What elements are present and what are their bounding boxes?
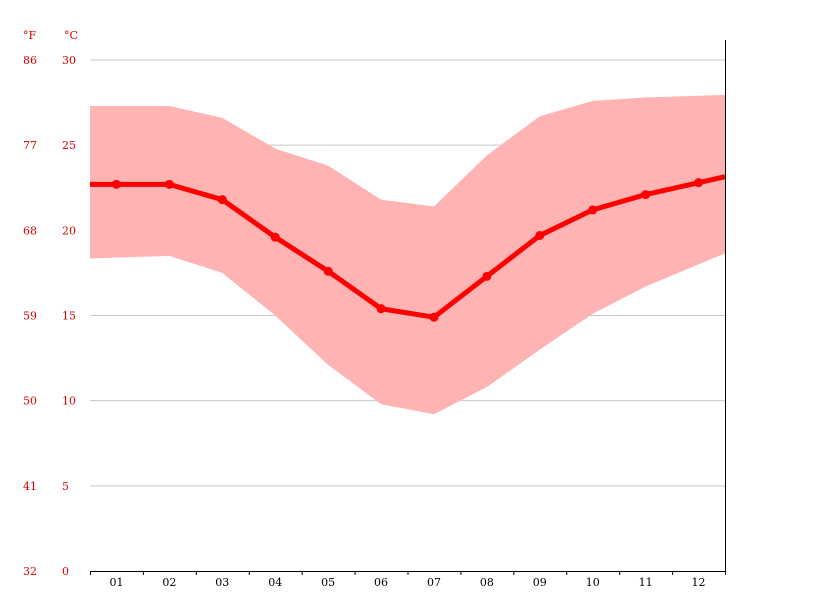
y-tick-label-c: 20 (62, 224, 76, 237)
fahrenheit-unit-label: °F (23, 29, 37, 42)
x-tick-label: 12 (692, 576, 706, 589)
mean-temperature-line (90, 174, 726, 320)
x-tick-label: 01 (109, 576, 123, 589)
y-tick-label-c: 30 (62, 54, 76, 67)
x-tick-labels: 01 02 03 04 05 06 07 08 09 10 11 12 (109, 576, 705, 589)
y-tick-label-f: 50 (23, 395, 37, 408)
y-tick-label-f: 68 (23, 224, 37, 237)
x-tick-label: 10 (586, 576, 600, 589)
mean-temperature-points (111, 178, 704, 322)
y-tick-label-c: 15 (62, 310, 76, 323)
x-ticks (90, 571, 726, 575)
mean-point (482, 271, 492, 281)
y-tick-label-f: 41 (23, 480, 37, 493)
x-tick-label: 08 (480, 576, 494, 589)
mean-point (217, 195, 227, 205)
x-tick-label: 09 (533, 576, 547, 589)
mean-point (694, 178, 704, 188)
mean-point (164, 179, 174, 189)
y-tick-label-f: 86 (23, 54, 37, 67)
mean-point (323, 266, 333, 276)
mean-point (588, 205, 598, 215)
mean-point (376, 304, 386, 314)
y-tick-labels: 32 0 41 5 50 10 59 15 68 20 77 25 86 30 (23, 54, 76, 578)
y-tick-label-f: 77 (23, 139, 37, 152)
temperature-range-band (90, 94, 725, 415)
y-tick-label-c: 0 (62, 565, 69, 578)
mean-point (641, 190, 651, 200)
celsius-unit-label: °C (64, 29, 78, 42)
y-tick-label-c: 25 (62, 139, 76, 152)
x-tick-label: 03 (215, 576, 229, 589)
x-tick-label: 07 (427, 576, 441, 589)
x-tick-label: 05 (321, 576, 335, 589)
x-tick-label: 04 (268, 576, 282, 589)
mean-point (111, 179, 121, 189)
x-tick-label: 02 (162, 576, 176, 589)
y-tick-label-f: 32 (23, 565, 37, 578)
y-tick-label-f: 59 (23, 310, 37, 323)
y-tick-label-c: 10 (62, 395, 76, 408)
mean-point (270, 232, 280, 242)
x-tick-label: 11 (639, 576, 653, 589)
y-tick-label-c: 5 (62, 480, 69, 493)
x-tick-label: 06 (374, 576, 388, 589)
mean-point (429, 312, 439, 322)
mean-point (535, 230, 545, 240)
